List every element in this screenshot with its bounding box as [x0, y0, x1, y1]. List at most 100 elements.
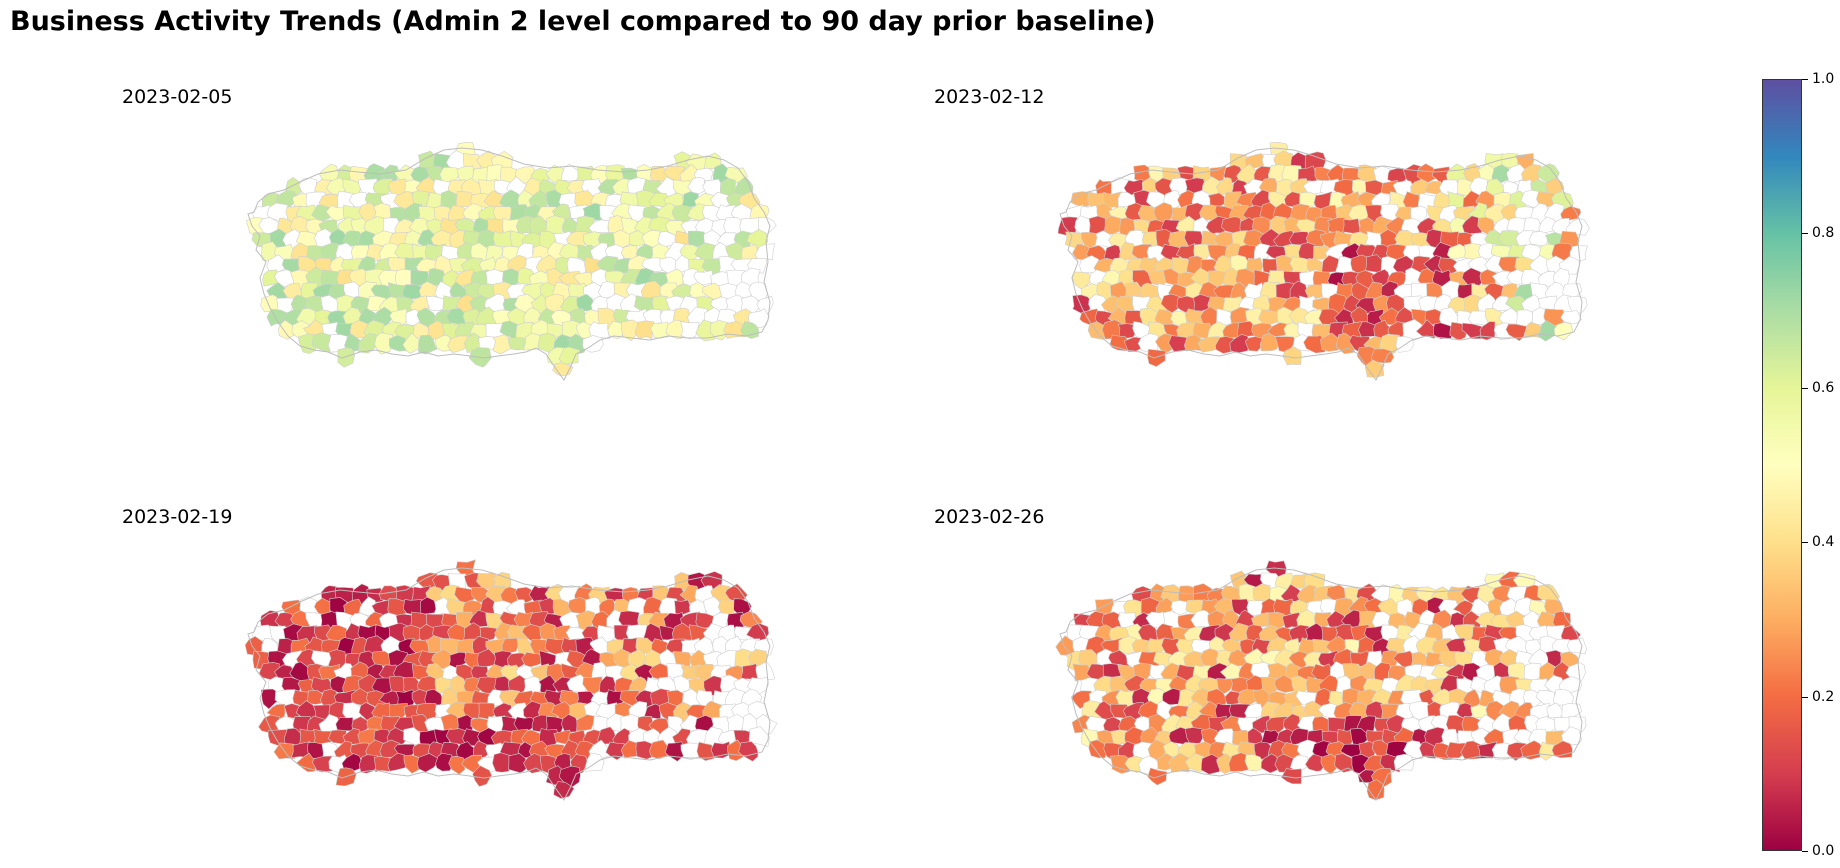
- chart-title: Business Activity Trends (Admin 2 level …: [10, 6, 1156, 37]
- district-region: [607, 320, 625, 340]
- colorbar-tick-label: 0.4: [1812, 534, 1835, 551]
- colorbar-tick-label: 0.0: [1812, 843, 1835, 859]
- district-region: [1366, 779, 1385, 801]
- district-region: [1200, 754, 1221, 775]
- district-region: [1327, 217, 1347, 236]
- colorbar-tick: [1802, 542, 1808, 544]
- district-region: [513, 716, 538, 733]
- district-region: [1403, 740, 1424, 760]
- district-region: [1070, 191, 1093, 207]
- district-region: [1185, 753, 1206, 772]
- district-region: [1245, 257, 1264, 275]
- district-region: [1370, 348, 1395, 364]
- district-region: [266, 254, 287, 273]
- district-region: [1342, 218, 1362, 235]
- district-region: [1508, 714, 1530, 734]
- district-region: [1290, 754, 1311, 772]
- district-region: [514, 586, 537, 604]
- district-region: [479, 626, 498, 642]
- district-region: [311, 332, 333, 353]
- district-region: [1479, 321, 1496, 341]
- district-region: [478, 702, 497, 720]
- district-region: [1432, 322, 1453, 340]
- district-region: [318, 193, 340, 209]
- district-region: [1258, 309, 1279, 325]
- colorbar-tick: [1802, 233, 1808, 235]
- district-region: [558, 346, 581, 366]
- district-region: [1282, 346, 1302, 366]
- district-region: [1110, 755, 1133, 774]
- district-region: [1289, 256, 1312, 274]
- district-region: [1216, 308, 1235, 326]
- district-region: [448, 651, 470, 670]
- country-outline: [247, 147, 771, 381]
- district-region: [1221, 216, 1245, 234]
- turkey-choropleth-map-3: [244, 559, 778, 801]
- district-region: [1137, 332, 1159, 353]
- district-region: [417, 753, 438, 773]
- district-region: [634, 320, 655, 340]
- district-region: [312, 755, 333, 773]
- district-region: [680, 321, 700, 340]
- district-region: [717, 598, 739, 617]
- district-region: [501, 637, 521, 656]
- district-region: [696, 741, 715, 762]
- district-region: [748, 726, 770, 747]
- district-region: [1560, 624, 1582, 642]
- district-region: [558, 765, 581, 788]
- country-outline: [1059, 147, 1583, 381]
- district-region: [448, 755, 466, 775]
- panel-date-3: 2023-02-19: [122, 506, 233, 528]
- district-region: [665, 319, 686, 339]
- district-region: [1538, 741, 1558, 761]
- district-region: [1153, 202, 1175, 225]
- turkey-choropleth-map-4: [1055, 560, 1588, 801]
- district-region: [1265, 716, 1288, 735]
- district-region: [435, 752, 454, 772]
- district-region: [1349, 727, 1372, 747]
- colorbar: [1762, 79, 1802, 851]
- district-region: [1395, 674, 1417, 695]
- district-region: [1416, 163, 1438, 184]
- district-region: [1560, 310, 1582, 324]
- district-region: [508, 753, 530, 774]
- district-region: [738, 741, 759, 762]
- district-region: [545, 215, 566, 236]
- district-region: [582, 335, 604, 353]
- district-region: [521, 651, 545, 669]
- district-region: [1565, 662, 1586, 684]
- district-region: [492, 571, 512, 591]
- district-region: [553, 781, 575, 799]
- district-region: [273, 742, 297, 760]
- district-region: [358, 754, 378, 774]
- panel-date-1: 2023-02-05: [122, 86, 233, 108]
- colorbar-tick: [1802, 79, 1808, 80]
- district-region: [1491, 742, 1513, 761]
- district-region: [1393, 753, 1415, 771]
- district-region: [260, 688, 280, 710]
- turkey-choropleth-map-1: [245, 141, 777, 381]
- district-region: [671, 204, 695, 223]
- district-region: [674, 599, 692, 617]
- colorbar-tick-label: 0.2: [1812, 688, 1835, 705]
- district-region: [1461, 267, 1484, 290]
- panel-date-4: 2023-02-26: [934, 506, 1045, 528]
- district-region: [1168, 230, 1190, 251]
- district-region: [1147, 348, 1167, 367]
- district-region: [337, 347, 356, 368]
- district-region: [576, 714, 596, 732]
- district-region: [277, 319, 295, 340]
- district-region: [1160, 293, 1182, 314]
- district-region: [605, 741, 625, 761]
- colorbar-tick-label: 0.6: [1812, 379, 1835, 396]
- district-region: [650, 321, 673, 339]
- district-region: [687, 203, 708, 221]
- district-region: [1456, 702, 1474, 721]
- district-region: [590, 691, 613, 706]
- district-region: [1088, 739, 1108, 759]
- district-region: [394, 743, 418, 762]
- district-region: [1267, 322, 1289, 337]
- district-region: [1253, 243, 1272, 261]
- colorbar-tick-label: 1.0: [1812, 71, 1835, 87]
- district-region: [1170, 600, 1191, 616]
